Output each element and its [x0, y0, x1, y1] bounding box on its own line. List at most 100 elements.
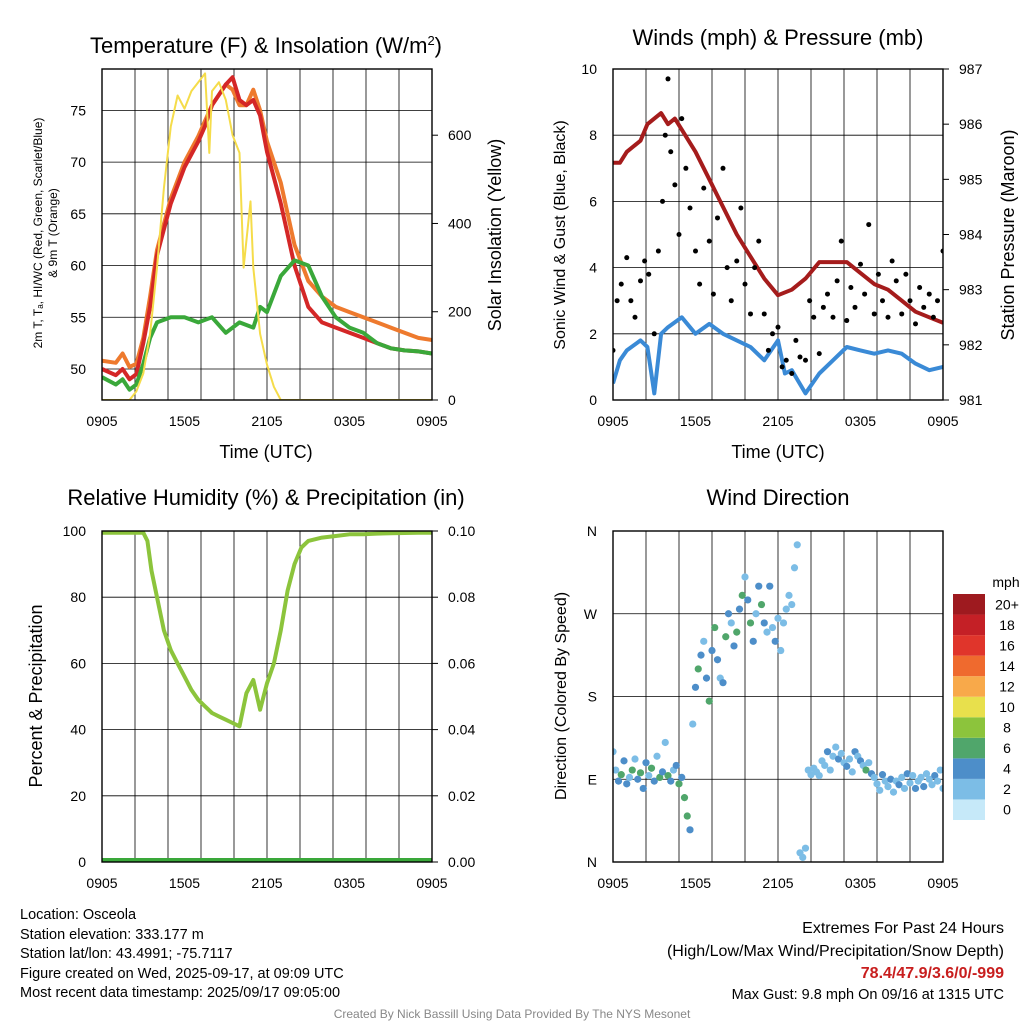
- y-tick-label: 40: [70, 722, 86, 738]
- gust-point: [720, 165, 726, 171]
- gust-point: [793, 337, 799, 343]
- y-tick-label: 4: [589, 260, 597, 276]
- y-tick-label: 55: [70, 309, 86, 325]
- x-tick-label: 0905: [86, 413, 117, 429]
- humidity-ylabel-left: Percent & Precipitation: [26, 604, 46, 787]
- direction-point: [777, 646, 785, 655]
- y-tick-label: 65: [70, 206, 86, 222]
- gust-point: [844, 318, 850, 324]
- gust-point: [775, 324, 781, 330]
- station-info: Location: Osceola Station elevation: 333…: [20, 906, 344, 1004]
- colorbar-label: 0: [1003, 802, 1011, 818]
- created-text: Figure created on Wed, 2025-09-17, at 09…: [20, 965, 344, 982]
- extremes-subtitle: (High/Low/Max Wind/Precipitation/Snow De…: [666, 943, 1004, 960]
- gust-point: [697, 281, 703, 287]
- y-tick-label: 50: [70, 361, 86, 377]
- direction-point: [705, 697, 713, 705]
- direction-point: [675, 780, 683, 788]
- y-tick-label: 60: [70, 655, 86, 671]
- direction-point: [639, 784, 647, 793]
- colorbar-title: mph: [992, 574, 1019, 590]
- temperature-ylabel-left-1: 2m T, Tₐ, HI/WC (Red, Green, Scarlet/Blu…: [31, 118, 45, 349]
- colorbar-swatch: [953, 614, 985, 636]
- y-tick-label: 20: [70, 788, 86, 804]
- direction-point: [672, 761, 680, 770]
- direction-point: [691, 683, 700, 691]
- y-tick-label: 0: [589, 392, 597, 408]
- direction-point: [870, 773, 878, 782]
- gust-point: [618, 281, 624, 287]
- direction-point: [746, 619, 755, 627]
- gust-point: [710, 291, 716, 297]
- y-tick-label-right: 985: [959, 171, 983, 187]
- gust-point: [866, 222, 872, 228]
- temperature-panel: 50 55 60 65 70 75 0 200 400 600 0905 1505 2105 0305 09…: [70, 68, 472, 429]
- direction-point: [658, 768, 667, 776]
- gust-point: [715, 215, 720, 221]
- extremes-title: Extremes For Past 24 Hours: [802, 920, 1004, 937]
- y-tick-label-right: 0.08: [448, 589, 475, 605]
- direction-point: [755, 582, 763, 590]
- colorbar-swatch: [953, 676, 985, 697]
- direction-point: [678, 773, 686, 782]
- direction-point: [845, 755, 854, 763]
- colorbar-swatch: [953, 778, 985, 800]
- direction-point: [939, 784, 943, 793]
- direction-point: [843, 762, 851, 770]
- direction-point: [801, 844, 810, 852]
- direction-point: [642, 759, 650, 767]
- direction-point: [636, 769, 645, 777]
- colorbar-label: 8: [1003, 720, 1011, 736]
- gust-point: [899, 311, 905, 317]
- y-tick-label-right: 0.02: [448, 788, 475, 804]
- x-tick-label: 0305: [845, 875, 876, 891]
- gust-point: [624, 255, 630, 261]
- x-tick-label: 2105: [762, 413, 793, 429]
- gust-point: [848, 284, 854, 290]
- direction-point: [700, 637, 708, 645]
- gust-point: [668, 149, 674, 155]
- gust-point: [765, 347, 771, 353]
- direction-point: [898, 773, 906, 782]
- direction-point: [911, 784, 920, 793]
- direction-point: [799, 853, 807, 862]
- plot-area: [613, 76, 943, 396]
- colorbar-label: 18: [999, 617, 1015, 633]
- humidity-title: Relative Humidity (%) & Precipitation (i…: [67, 485, 464, 510]
- y-tick-label-right: 0.04: [448, 722, 475, 738]
- direction-point: [613, 748, 617, 756]
- gust-point: [646, 271, 652, 277]
- gust-point: [789, 371, 795, 377]
- gust-point: [724, 265, 730, 271]
- colorbar-label: 16: [999, 637, 1015, 653]
- direction-point: [631, 755, 639, 763]
- speed-colorbar: 0 2 4 6 8 10 12 14 16 18 20+: [953, 594, 1019, 820]
- direction-point: [680, 794, 689, 802]
- y-tick-label: S: [588, 689, 597, 705]
- colorbar-swatch: [953, 635, 985, 656]
- direction-point: [733, 628, 741, 636]
- gust-point: [728, 298, 734, 304]
- direction-point: [625, 773, 634, 782]
- direction-point: [757, 600, 766, 609]
- colorbar-label: 12: [999, 678, 1015, 694]
- direction-point: [647, 764, 656, 772]
- direction-point: [793, 541, 801, 549]
- y-tick-label: W: [584, 606, 598, 622]
- direction-point: [771, 637, 779, 645]
- colorbar-label: 20+: [995, 596, 1019, 612]
- direction-point: [909, 771, 917, 780]
- y-tick-label: 0: [78, 854, 86, 870]
- latlon-text: Station lat/lon: 43.4991; -75.7117: [20, 946, 233, 963]
- y-tick-label: 80: [70, 589, 86, 605]
- direction-point: [782, 605, 790, 613]
- gust-point: [779, 364, 785, 370]
- direction-point: [768, 623, 777, 632]
- direction-point: [724, 610, 733, 618]
- y-tick-label-right: 0.00: [448, 854, 475, 870]
- direction-point: [815, 771, 823, 780]
- direction-point: [741, 573, 749, 581]
- winds-ylabel-left: Sonic Wind & Gust (Blue, Black): [552, 120, 569, 349]
- direction-point: [763, 628, 771, 636]
- direction-point: [862, 766, 870, 774]
